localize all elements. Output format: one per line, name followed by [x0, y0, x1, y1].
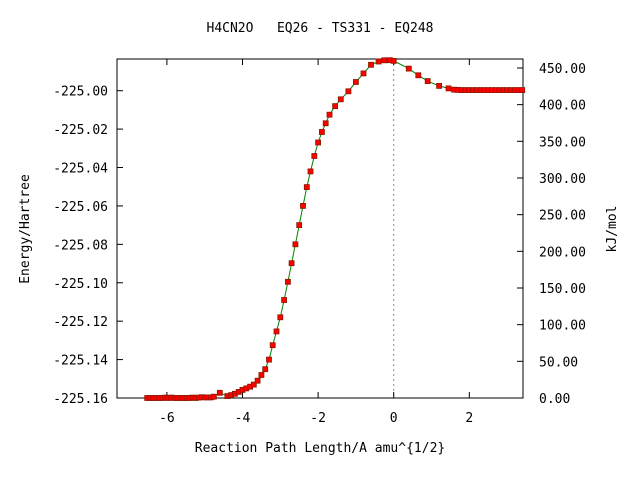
- data-point: [445, 85, 452, 92]
- y2-axis-label: kJ/mol: [605, 206, 620, 253]
- data-point: [250, 381, 257, 388]
- x-tick-label: 2: [465, 411, 473, 426]
- data-point: [277, 314, 284, 321]
- data-point: [307, 168, 314, 175]
- data-point: [254, 377, 261, 384]
- y-tick-label: -225.04: [53, 162, 108, 177]
- data-point: [326, 111, 333, 118]
- y2-tick-label: 0.00: [539, 392, 570, 407]
- y-tick-label: -225.00: [53, 85, 108, 100]
- data-point: [262, 366, 269, 373]
- data-point: [311, 153, 318, 159]
- energy-profile-line: [147, 59, 523, 399]
- y2-tick-label: 450.00: [539, 62, 586, 77]
- data-point: [315, 139, 322, 146]
- data-point: [390, 58, 397, 64]
- data-point: [519, 87, 526, 93]
- y-axis-label: Energy/Hartree: [18, 174, 33, 284]
- x-tick-label: -4: [235, 411, 251, 426]
- x-axis-label: Reaction Path Length/A amu^{1/2}: [195, 441, 445, 456]
- plot-frame: [116, 58, 524, 399]
- data-point: [345, 88, 352, 95]
- y2-tick-label: 200.00: [539, 245, 586, 260]
- data-point: [296, 222, 303, 229]
- data-point: [337, 96, 344, 103]
- data-point: [292, 241, 299, 248]
- y-tick-label: -225.16: [53, 392, 108, 407]
- plot-area: -6 -4 -2 0 2 -225.16-225.14-225.12-225.10-22…: [53, 57, 586, 426]
- data-point: [436, 83, 443, 89]
- data-point: [284, 278, 291, 285]
- y-tick-label: -225.10: [53, 277, 108, 292]
- data-point: [269, 342, 276, 349]
- data-point: [381, 57, 388, 64]
- y-tick-label: -225.06: [53, 200, 108, 215]
- data-point: [258, 372, 265, 378]
- y-tick-label: -225.02: [53, 123, 108, 138]
- data-point: [352, 79, 359, 85]
- x-tick-label: -2: [310, 411, 326, 426]
- x-axis-ticks: -6 -4 -2 0 2: [159, 59, 473, 426]
- data-point: [424, 78, 431, 84]
- y-axis-ticks: -225.16 -225.14 -225.12 -225.10 -225.08 -225.…: [53, 85, 123, 407]
- y-tick-label: -225.08: [53, 238, 108, 253]
- data-point: [281, 297, 288, 303]
- energy-profile-points: [144, 57, 526, 401]
- data-point: [375, 58, 382, 65]
- x-tick-label: 0: [390, 411, 398, 426]
- data-point: [273, 328, 280, 335]
- data-point: [318, 129, 325, 135]
- y-tick-label: -225.14: [53, 354, 108, 369]
- data-point: [332, 103, 339, 109]
- y2-axis-ticks: 0.00 50.00 100.00 150.00 200.00 250.00 300.00 3…: [517, 62, 586, 407]
- y2-tick-label: 50.00: [539, 355, 578, 370]
- data-point: [368, 61, 374, 68]
- data-point: [415, 72, 422, 79]
- x-tick-label: -6: [159, 411, 175, 426]
- data-point: [405, 65, 412, 72]
- y2-tick-label: 300.00: [539, 172, 586, 187]
- data-point: [288, 260, 295, 267]
- data-point: [322, 120, 329, 127]
- data-point: [360, 70, 367, 77]
- y2-tick-label: 350.00: [539, 135, 586, 150]
- data-point: [303, 184, 310, 191]
- y2-tick-label: 400.00: [539, 99, 586, 114]
- y2-tick-label: 150.00: [539, 282, 586, 297]
- y2-tick-label: 250.00: [539, 209, 586, 224]
- chart-title: H4CN2O EQ26 - TS331 - EQ248: [207, 21, 434, 36]
- data-point: [216, 389, 223, 396]
- data-point: [300, 202, 306, 209]
- data-point: [266, 356, 272, 363]
- y2-tick-label: 100.00: [539, 319, 586, 334]
- data-point: [210, 393, 217, 400]
- y-tick-label: -225.12: [53, 315, 108, 330]
